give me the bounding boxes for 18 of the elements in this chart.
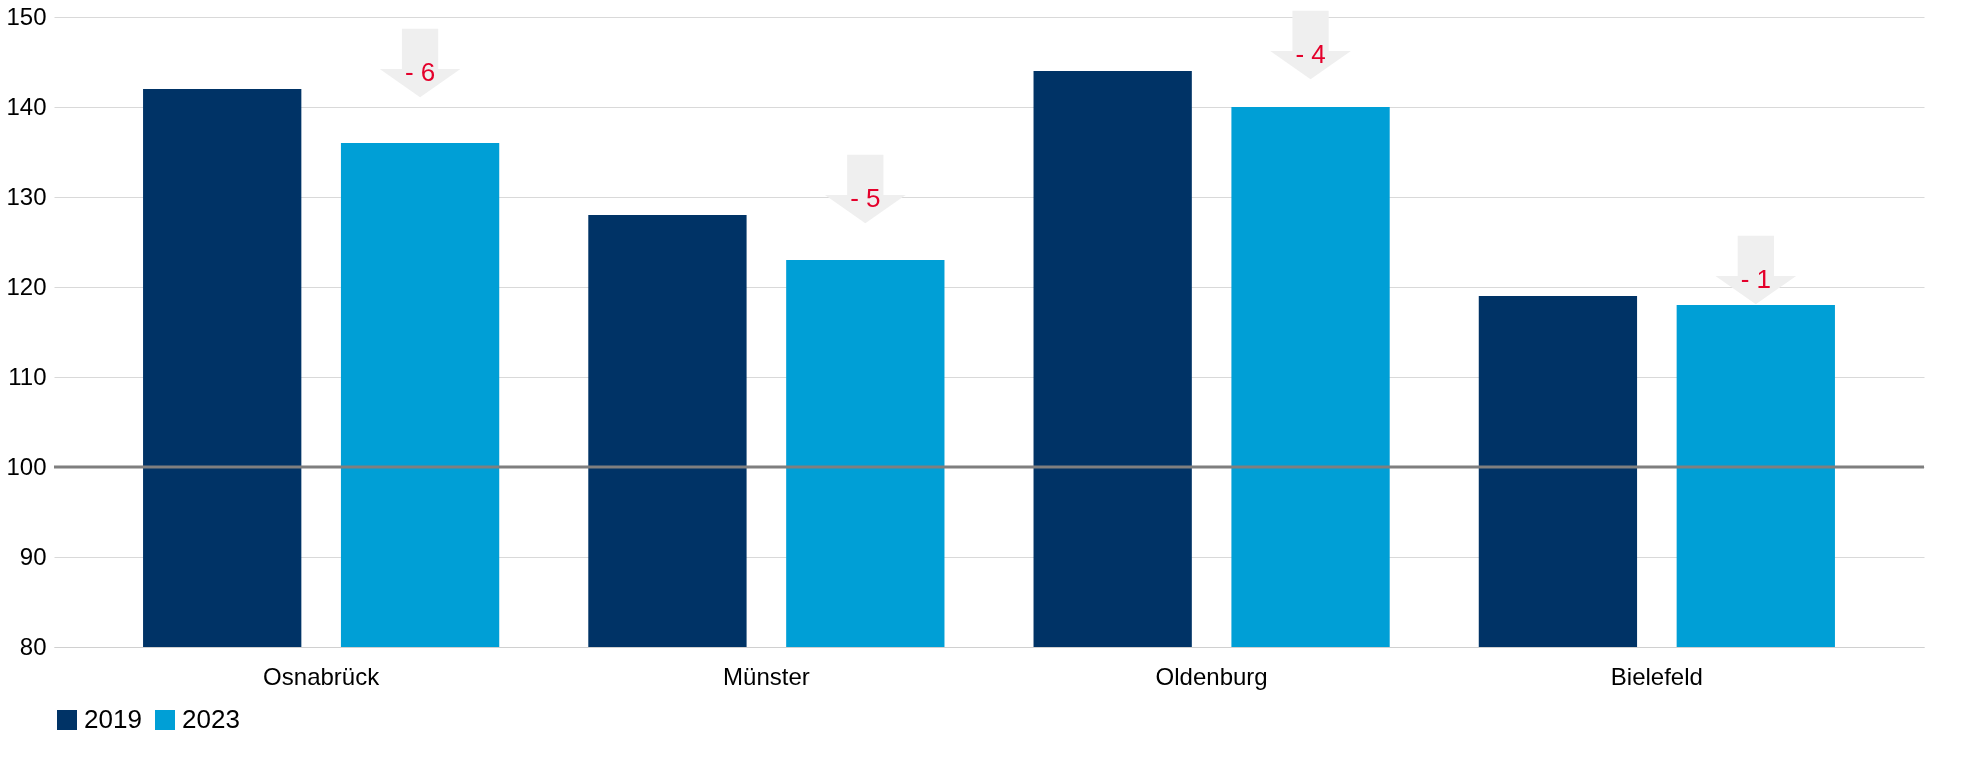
x-tick-label: Oldenburg	[1155, 662, 1268, 690]
x-tick-label: Osnabrück	[263, 662, 381, 690]
y-tick-label: 90	[19, 542, 47, 570]
y-tick-label: 130	[6, 182, 47, 210]
annotation: - 4	[1295, 39, 1326, 69]
y-tick-label: 100	[6, 452, 47, 480]
annotation: - 5	[850, 183, 881, 213]
x-tick-label: Münster	[723, 662, 810, 690]
y-tick-label: 110	[8, 362, 47, 390]
legend-label: 2023	[182, 704, 240, 734]
y-tick-label: 120	[6, 272, 47, 300]
legend-label: 2019	[84, 704, 142, 734]
y-tick-label: 150	[6, 2, 47, 30]
x-tick-label: Bielefeld	[1610, 662, 1703, 690]
annotation: - 1	[1740, 264, 1771, 294]
y-tick-label: 140	[6, 92, 47, 120]
annotation: - 6	[404, 57, 436, 87]
y-tick-label: 80	[19, 632, 47, 660]
